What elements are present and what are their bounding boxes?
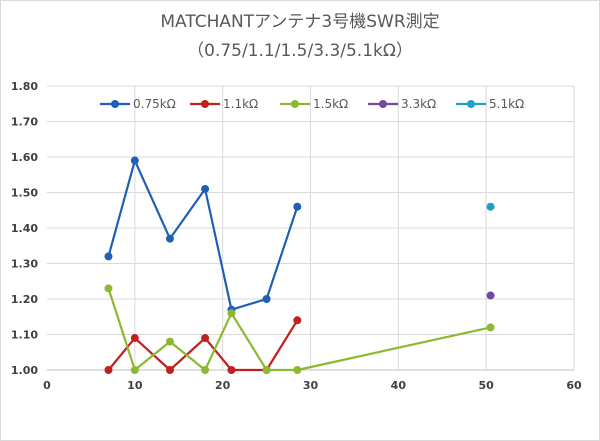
legend-label: 0.75kΩ xyxy=(133,97,176,111)
y-tick-label: 1.10 xyxy=(11,329,38,342)
legend-marker xyxy=(111,100,119,108)
legend-label: 1.5kΩ xyxy=(313,97,348,111)
x-tick-label: 0 xyxy=(43,379,51,392)
data-point xyxy=(293,316,302,325)
data-point xyxy=(293,366,302,374)
data-point xyxy=(201,366,210,374)
data-point xyxy=(104,252,113,261)
y-tick-label: 1.80 xyxy=(11,80,38,93)
data-point xyxy=(486,323,495,332)
legend-item: 0.75kΩ xyxy=(100,97,176,111)
data-point xyxy=(262,366,271,374)
data-point xyxy=(227,309,236,318)
data-point xyxy=(165,366,174,374)
y-tick-label: 1.30 xyxy=(11,258,38,271)
data-point xyxy=(486,202,495,211)
legend-marker xyxy=(379,100,387,108)
x-tick-label: 30 xyxy=(303,379,319,392)
x-tick-label: 60 xyxy=(566,379,582,392)
legend-marker xyxy=(201,100,209,108)
chart-title: MATCHANTアンテナ3号機SWR測定 xyxy=(160,12,439,32)
legend-marker xyxy=(467,100,475,108)
chart-subtitle: （0.75/1.1/1.5/3.3/5.1kΩ） xyxy=(187,41,413,61)
legend-label: 3.3kΩ xyxy=(401,97,436,111)
data-point xyxy=(130,366,139,374)
legend-item: 1.5kΩ xyxy=(280,97,348,111)
data-point xyxy=(201,184,210,193)
data-point xyxy=(262,295,271,303)
legend-item: 1.1kΩ xyxy=(190,97,258,111)
data-point xyxy=(165,234,174,243)
y-tick-label: 1.70 xyxy=(11,116,38,129)
series-line xyxy=(107,288,491,372)
data-point xyxy=(201,334,210,343)
data-point xyxy=(130,156,139,165)
y-tick-label: 1.40 xyxy=(11,222,38,235)
y-tick-label: 1.20 xyxy=(11,293,38,306)
y-tick-label: 1.60 xyxy=(11,151,38,164)
x-tick-label: 10 xyxy=(127,379,143,392)
series-4 xyxy=(486,202,495,211)
data-point xyxy=(486,291,495,300)
legend-item: 5.1kΩ xyxy=(456,97,524,111)
legend-label: 1.1kΩ xyxy=(223,97,258,111)
data-point xyxy=(293,202,302,211)
series-3 xyxy=(486,291,495,300)
legend-item: 3.3kΩ xyxy=(368,97,436,111)
y-tick-label: 1.00 xyxy=(11,364,38,377)
data-point xyxy=(227,366,236,374)
data-point xyxy=(165,337,174,346)
series-2 xyxy=(104,284,495,374)
data-point xyxy=(104,284,113,293)
x-tick-label: 40 xyxy=(391,379,407,392)
y-tick-label: 1.50 xyxy=(11,187,38,200)
x-tick-label: 20 xyxy=(215,379,231,392)
legend-marker xyxy=(291,100,299,108)
data-point xyxy=(130,334,139,343)
legend-label: 5.1kΩ xyxy=(489,97,524,111)
x-tick-label: 50 xyxy=(479,379,495,392)
data-point xyxy=(104,366,113,374)
